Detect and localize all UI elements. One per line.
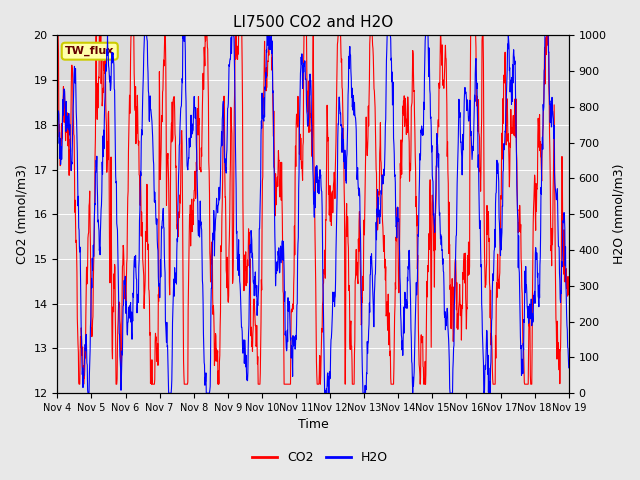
CO2 xyxy=(392,238,400,244)
CO2 xyxy=(565,288,573,293)
CO2 xyxy=(54,33,61,38)
Y-axis label: H2O (mmol/m3): H2O (mmol/m3) xyxy=(612,164,625,264)
H2O xyxy=(84,390,92,396)
H2O xyxy=(460,133,467,139)
Legend: CO2, H2O: CO2, H2O xyxy=(247,446,393,469)
CO2 xyxy=(155,170,163,176)
Text: TW_flux: TW_flux xyxy=(65,46,115,56)
Title: LI7500 CO2 and H2O: LI7500 CO2 and H2O xyxy=(233,15,393,30)
H2O xyxy=(156,281,163,287)
X-axis label: Time: Time xyxy=(298,419,328,432)
CO2 xyxy=(460,276,467,282)
Line: CO2: CO2 xyxy=(58,36,569,384)
Y-axis label: CO2 (mmol/m3): CO2 (mmol/m3) xyxy=(15,164,28,264)
Line: H2O: H2O xyxy=(58,36,569,393)
CO2 xyxy=(76,381,83,387)
CO2 xyxy=(225,292,232,298)
CO2 xyxy=(504,131,512,137)
H2O xyxy=(393,235,401,241)
H2O xyxy=(141,33,148,38)
H2O xyxy=(505,38,513,44)
CO2 xyxy=(168,120,175,126)
H2O xyxy=(565,365,573,371)
H2O xyxy=(54,122,61,128)
H2O xyxy=(168,377,175,383)
H2O xyxy=(225,61,233,67)
